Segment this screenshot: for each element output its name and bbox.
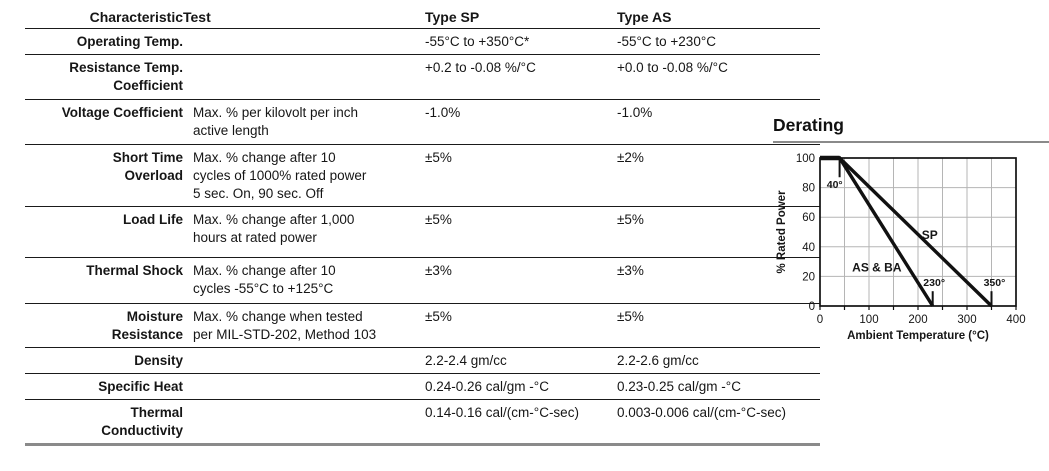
- spec-table: Characteristic Test Type SP Type AS Oper…: [25, 4, 820, 446]
- type-as-cell: +0.0 to -0.08 %/°C: [617, 60, 728, 75]
- type-sp-cell: 2.2-2.4 gm/cc: [425, 353, 507, 368]
- svg-text:AS & BA: AS & BA: [852, 261, 902, 275]
- svg-text:0: 0: [817, 314, 823, 326]
- type-as-cell: 0.003-0.006 cal/(cm-°C-sec): [617, 405, 786, 420]
- svg-text:60: 60: [802, 212, 815, 224]
- header-type-sp: Type SP: [425, 9, 480, 25]
- table-row-load-life: Load Life Max. % change after 1,000 hour…: [25, 206, 820, 257]
- svg-text:0: 0: [809, 301, 815, 313]
- test-cell: [183, 29, 425, 54]
- type-as-cell: 2.2-2.6 gm/cc: [617, 353, 699, 368]
- test-cell: [183, 55, 425, 99]
- type-sp-cell: 0.14-0.16 cal/(cm-°C-sec): [425, 405, 579, 420]
- type-sp-cell: -1.0%: [425, 105, 461, 120]
- characteristic-cell: Resistance Temp. Coefficient: [69, 60, 183, 93]
- type-as-cell: -55°C to +230°C: [617, 34, 716, 49]
- chart-title: Derating: [773, 115, 844, 135]
- svg-text:300: 300: [957, 314, 976, 326]
- characteristic-cell: Thermal Conductivity: [101, 405, 183, 438]
- table-row-thermal-shock: Thermal Shock Max. % change after 10 cyc…: [25, 257, 820, 303]
- type-sp-cell: ±3%: [425, 263, 452, 278]
- header-test: Test: [183, 9, 211, 25]
- svg-text:400: 400: [1006, 314, 1025, 326]
- test-cell: [183, 348, 425, 373]
- svg-text:% Rated Power: % Rated Power: [776, 190, 788, 274]
- test-cell: [183, 374, 425, 399]
- test-cell: Max. % change after 1,000 hours at rated…: [193, 212, 355, 245]
- characteristic-cell: Specific Heat: [98, 379, 183, 394]
- svg-text:Ambient Temperature (°C): Ambient Temperature (°C): [847, 330, 989, 342]
- table-row-resistance-temp-coefficient: Resistance Temp. Coefficient +0.2 to -0.…: [25, 54, 820, 99]
- svg-text:100: 100: [796, 153, 815, 165]
- characteristic-cell: Moisture Resistance: [111, 309, 183, 342]
- type-sp-cell: +0.2 to -0.08 %/°C: [425, 60, 536, 75]
- characteristic-cell: Density: [134, 353, 183, 368]
- table-row-moisture-resistance: Moisture Resistance Max. % change when t…: [25, 303, 820, 347]
- type-as-cell: 0.23-0.25 cal/gm -°C: [617, 379, 741, 394]
- test-cell: Max. % change when tested per MIL-STD-20…: [193, 309, 377, 342]
- svg-text:40: 40: [802, 242, 815, 254]
- characteristic-cell: Thermal Shock: [86, 263, 183, 278]
- table-row-voltage-coefficient: Voltage Coefficient Max. % per kilovolt …: [25, 99, 820, 144]
- table-row-density: Density 2.2-2.4 gm/cc 2.2-2.6 gm/cc: [25, 347, 820, 373]
- test-cell: Max. % per kilovolt per inch active leng…: [193, 105, 359, 138]
- test-cell: [183, 400, 425, 443]
- characteristic-cell: Voltage Coefficient: [61, 105, 183, 120]
- header-type-as: Type AS: [617, 9, 672, 25]
- type-as-cell: ±5%: [617, 309, 644, 324]
- type-sp-cell: ±5%: [425, 150, 452, 165]
- type-sp-cell: 0.24-0.26 cal/gm -°C: [425, 379, 549, 394]
- table-row-short-time-overload: Short Time Overload Max. % change after …: [25, 144, 820, 206]
- svg-text:350°: 350°: [984, 277, 1006, 289]
- derating-chart: Derating SP AS & BA 40° 230° 350° 0 100 200 300 4…: [772, 113, 1049, 363]
- chart-title-rule: [773, 141, 1049, 143]
- type-sp-cell: ±5%: [425, 212, 452, 227]
- characteristic-cell: Operating Temp.: [76, 34, 183, 49]
- svg-text:20: 20: [802, 271, 815, 283]
- svg-text:40°: 40°: [827, 179, 843, 191]
- svg-text:200: 200: [908, 314, 927, 326]
- derating-plot: SP AS & BA 40° 230° 350° 0 100 200 300 400 0 20 40 60…: [776, 153, 1026, 342]
- header-characteristic: Characteristic: [89, 9, 183, 25]
- table-row-operating-temp: Operating Temp. -55°C to +350°C* -55°C t…: [25, 28, 820, 54]
- type-sp-cell: ±5%: [425, 309, 452, 324]
- test-cell: Max. % change after 10 cycles of 1000% r…: [193, 150, 367, 201]
- table-row-specific-heat: Specific Heat 0.24-0.26 cal/gm -°C 0.23-…: [25, 373, 820, 399]
- svg-text:SP: SP: [922, 228, 938, 242]
- type-sp-cell: -55°C to +350°C*: [425, 34, 530, 49]
- type-as-cell: -1.0%: [617, 105, 653, 120]
- svg-text:100: 100: [859, 314, 878, 326]
- svg-text:80: 80: [802, 183, 815, 195]
- table-row-thermal-conductivity: Thermal Conductivity 0.14-0.16 cal/(cm-°…: [25, 399, 820, 443]
- type-as-cell: ±2%: [617, 150, 644, 165]
- table-header-row: Characteristic Test Type SP Type AS: [25, 4, 820, 28]
- type-as-cell: ±5%: [617, 212, 644, 227]
- characteristic-cell: Load Life: [123, 212, 183, 227]
- svg-text:230°: 230°: [923, 277, 945, 289]
- type-as-cell: ±3%: [617, 263, 644, 278]
- test-cell: Max. % change after 10 cycles -55°C to +…: [193, 263, 336, 296]
- characteristic-cell: Short Time Overload: [112, 150, 183, 183]
